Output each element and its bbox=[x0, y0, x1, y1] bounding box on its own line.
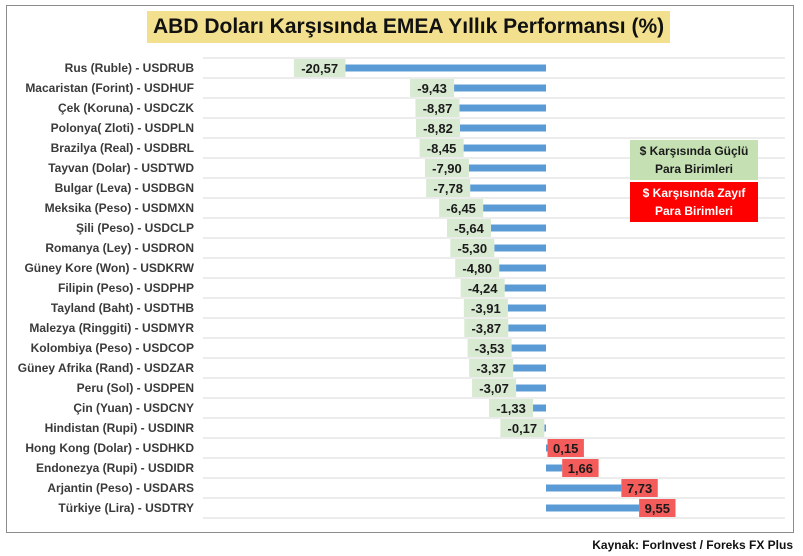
category-label: Filipin (Peso) - USDPHP bbox=[58, 281, 194, 295]
category-label: Çek (Koruna) - USDCZK bbox=[58, 101, 194, 115]
data-label-background bbox=[410, 79, 455, 97]
bar bbox=[463, 144, 546, 152]
data-label-background bbox=[500, 419, 545, 437]
data-label-background bbox=[455, 259, 500, 277]
bar bbox=[513, 364, 546, 372]
data-label: -6,45 bbox=[446, 201, 476, 216]
bar bbox=[345, 64, 546, 72]
category-label: Tayvan (Dolar) - USDTWD bbox=[48, 161, 194, 175]
data-label: -0,17 bbox=[508, 421, 538, 436]
data-label-background bbox=[439, 199, 484, 217]
category-label: Tayland (Baht) - USDTHB bbox=[51, 301, 194, 315]
category-label: Brazilya (Real) - USDBRL bbox=[51, 141, 194, 155]
chart-frame bbox=[6, 5, 794, 533]
data-label-background bbox=[419, 139, 464, 157]
bar bbox=[516, 384, 546, 392]
category-label: Malezya (Ringgiti) - USDMYR bbox=[29, 321, 194, 335]
legend-weak-currencies: $ Karşısında Zayıf Para Birimleri bbox=[630, 182, 758, 222]
data-label-background bbox=[447, 219, 492, 237]
bar bbox=[483, 204, 546, 212]
source-note: Kaynak: ForInvest / Foreks FX Plus bbox=[592, 538, 793, 552]
data-label: -20,57 bbox=[301, 61, 338, 76]
bar bbox=[499, 264, 546, 272]
data-label-background bbox=[621, 479, 658, 497]
category-label: Çin (Yuan) - USDCNY bbox=[73, 401, 194, 415]
data-label: -3,53 bbox=[475, 341, 505, 356]
data-label-background bbox=[293, 59, 346, 77]
bar bbox=[470, 184, 546, 192]
data-label-background bbox=[426, 179, 471, 197]
data-label: -5,64 bbox=[454, 221, 484, 236]
bar bbox=[468, 164, 546, 172]
category-label: Polonya( Zloti) - USDPLN bbox=[51, 121, 194, 135]
data-label-background bbox=[460, 279, 505, 297]
category-label: Şili (Peso) - USDCLP bbox=[76, 221, 194, 235]
bar bbox=[544, 424, 546, 432]
data-label: -1,33 bbox=[496, 401, 526, 416]
category-label: Arjantin (Peso) - USDARS bbox=[47, 481, 194, 495]
data-label-background bbox=[639, 499, 676, 517]
data-label-background bbox=[415, 99, 460, 117]
data-label-background bbox=[416, 119, 461, 137]
category-label: Peru (Sol) - USDPEN bbox=[77, 381, 194, 395]
bar bbox=[546, 484, 622, 492]
category-label: Hong Kong (Dolar) - USDHKD bbox=[25, 441, 194, 455]
data-label: -8,87 bbox=[423, 101, 453, 116]
data-label-background bbox=[467, 339, 512, 357]
category-label: Endonezya (Rupi) - USDIDR bbox=[36, 461, 194, 475]
bar bbox=[508, 324, 546, 332]
data-label-background bbox=[450, 239, 495, 257]
data-label: -3,91 bbox=[471, 301, 501, 316]
data-label: -3,07 bbox=[479, 381, 509, 396]
category-label: Bulgar (Leva) - USDBGN bbox=[55, 181, 194, 195]
category-label: Kolombiya (Peso) - USDCOP bbox=[31, 341, 194, 355]
data-label-background bbox=[472, 379, 517, 397]
data-label-background bbox=[547, 439, 584, 457]
legend-strong-currencies: $ Karşısında Güçlü Para Birimleri bbox=[630, 140, 758, 180]
bar bbox=[494, 244, 546, 252]
data-label-background bbox=[562, 459, 599, 477]
category-label: Güney Afrika (Rand) - USDZAR bbox=[18, 361, 195, 375]
data-label: 1,66 bbox=[568, 461, 593, 476]
bar bbox=[546, 444, 548, 452]
bar bbox=[546, 464, 563, 472]
bar bbox=[546, 504, 640, 512]
data-label: 0,15 bbox=[553, 441, 578, 456]
data-label: -8,82 bbox=[423, 121, 453, 136]
data-label-background bbox=[469, 359, 514, 377]
data-label: 9,55 bbox=[645, 501, 670, 516]
data-label: -3,37 bbox=[476, 361, 506, 376]
bar bbox=[504, 284, 546, 292]
bar bbox=[459, 104, 546, 112]
category-label: Güney Kore (Won) - USDKRW bbox=[24, 261, 194, 275]
category-label: Hindistan (Rupi) - USDINR bbox=[45, 421, 195, 435]
data-label: -4,24 bbox=[468, 281, 498, 296]
bar bbox=[511, 344, 546, 352]
data-label-background bbox=[463, 299, 508, 317]
chart-title: ABD Doları Karşısında EMEA Yıllık Perfor… bbox=[147, 11, 671, 43]
bar bbox=[533, 404, 546, 412]
category-label: Romanya (Ley) - USDRON bbox=[45, 241, 194, 255]
data-label: -7,78 bbox=[433, 181, 463, 196]
data-label: -7,90 bbox=[432, 161, 462, 176]
data-label-background bbox=[489, 399, 534, 417]
data-label-background bbox=[424, 159, 469, 177]
category-label: Türkiye (Lira) - USDTRY bbox=[58, 501, 194, 515]
bar bbox=[491, 224, 546, 232]
data-label: -9,43 bbox=[417, 81, 447, 96]
data-label-background bbox=[464, 319, 509, 337]
bar bbox=[460, 124, 546, 132]
data-label: -3,87 bbox=[471, 321, 501, 336]
category-label: Rus (Ruble) - USDRUB bbox=[65, 61, 195, 75]
data-label: -8,45 bbox=[427, 141, 457, 156]
data-label: -5,30 bbox=[458, 241, 488, 256]
bar bbox=[507, 304, 546, 312]
category-label: Meksika (Peso) - USDMXN bbox=[45, 201, 194, 215]
category-label: Macaristan (Forint) - USDHUF bbox=[25, 81, 194, 95]
data-label: 7,73 bbox=[627, 481, 652, 496]
data-label: -4,80 bbox=[462, 261, 492, 276]
bar bbox=[454, 84, 546, 92]
